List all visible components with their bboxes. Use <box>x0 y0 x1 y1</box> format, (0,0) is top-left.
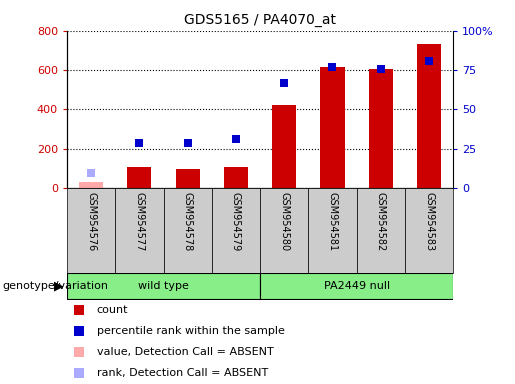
Text: GSM954580: GSM954580 <box>279 192 289 252</box>
Bar <box>417 45 441 188</box>
Text: ▶: ▶ <box>55 280 64 293</box>
Text: GSM954576: GSM954576 <box>86 192 96 252</box>
Bar <box>115 188 163 273</box>
Bar <box>272 104 296 188</box>
Bar <box>176 169 200 188</box>
Text: GSM954577: GSM954577 <box>134 192 144 252</box>
Bar <box>224 167 248 188</box>
Bar <box>212 188 260 273</box>
Bar <box>308 188 356 273</box>
Bar <box>79 182 103 188</box>
Text: genotype/variation: genotype/variation <box>3 281 109 291</box>
Bar <box>320 67 345 188</box>
Bar <box>127 167 151 188</box>
Text: count: count <box>97 305 128 315</box>
Text: PA2449 null: PA2449 null <box>323 281 390 291</box>
Bar <box>260 273 453 299</box>
Text: rank, Detection Call = ABSENT: rank, Detection Call = ABSENT <box>97 368 268 379</box>
Bar <box>405 188 453 273</box>
Text: GSM954579: GSM954579 <box>231 192 241 252</box>
Text: value, Detection Call = ABSENT: value, Detection Call = ABSENT <box>97 347 273 358</box>
Bar <box>67 273 260 299</box>
Bar <box>369 69 393 188</box>
Text: percentile rank within the sample: percentile rank within the sample <box>97 326 285 336</box>
Bar <box>260 188 308 273</box>
Bar <box>67 188 115 273</box>
Text: GSM954583: GSM954583 <box>424 192 434 252</box>
Text: wild type: wild type <box>138 281 189 291</box>
Bar <box>163 188 212 273</box>
Text: GSM954581: GSM954581 <box>328 192 337 252</box>
Title: GDS5165 / PA4070_at: GDS5165 / PA4070_at <box>184 13 336 27</box>
Text: GSM954582: GSM954582 <box>376 192 386 252</box>
Bar <box>356 188 405 273</box>
Text: GSM954578: GSM954578 <box>183 192 193 252</box>
